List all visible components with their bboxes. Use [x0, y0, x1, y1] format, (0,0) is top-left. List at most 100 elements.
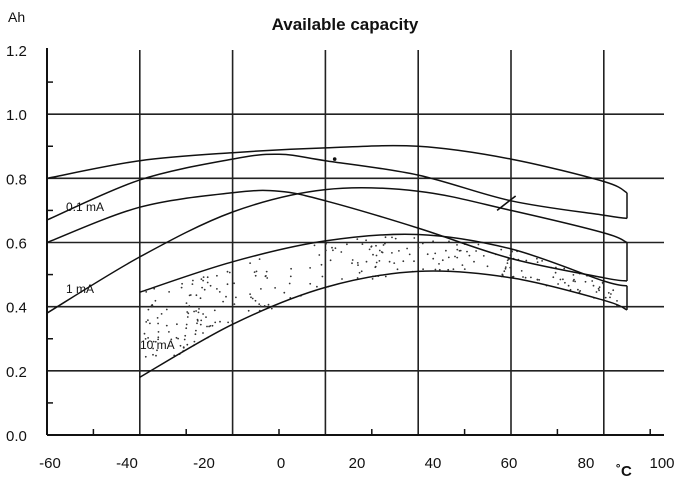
stipple-dot	[511, 250, 513, 253]
stipple-dot	[598, 289, 600, 292]
stipple-dot	[607, 292, 610, 294]
stipple-dot	[486, 265, 489, 268]
x-tick-label: -60	[39, 455, 61, 472]
stipple-dot	[432, 240, 434, 243]
stipple-dot	[477, 243, 480, 246]
stipple-dot	[186, 311, 189, 313]
stipple-dot	[447, 268, 450, 271]
stipple-dot	[283, 291, 286, 294]
stipple-dot	[413, 237, 416, 239]
axes	[46, 48, 664, 436]
stipple-dot	[199, 323, 202, 326]
stipple-dot	[384, 236, 387, 239]
stipple-dot	[209, 325, 212, 327]
stipple-dot	[211, 324, 214, 327]
stipple-dot	[595, 291, 598, 293]
stipple-dot	[186, 316, 189, 318]
stipple-dot	[365, 260, 368, 263]
band-labels: 0.1 mA 1 mA 10 mA	[66, 200, 175, 352]
stipple-dot	[506, 259, 509, 262]
stipple-dot	[503, 270, 506, 273]
stipple-dot	[504, 266, 507, 268]
stipple-dot	[602, 282, 605, 285]
stipple-dot	[482, 255, 485, 257]
stipple-dot	[552, 276, 555, 279]
stipple-dot	[346, 243, 348, 246]
stipple-dot	[381, 251, 384, 254]
curve-10mA-upper	[139, 233, 628, 293]
stipple-dot	[157, 322, 160, 325]
stipple-dot	[468, 254, 471, 257]
stipple-dot	[351, 262, 353, 265]
stipple-dot	[454, 255, 456, 258]
stipple-dot	[144, 338, 147, 340]
stipple-dot	[263, 305, 266, 307]
stipple-dot	[202, 313, 205, 315]
x-tick-label: 60	[501, 455, 518, 472]
stipple-dot	[557, 283, 559, 285]
stipple-dot	[151, 304, 154, 306]
stipple-dot	[475, 250, 477, 252]
stipple-dot	[225, 295, 227, 298]
stipple-dot	[203, 288, 206, 291]
band-label: 1 mA	[66, 282, 94, 296]
stipple-dot	[168, 291, 171, 293]
stipple-dot	[226, 270, 229, 273]
stipple-dot	[459, 249, 462, 252]
stipple-dot	[226, 283, 229, 286]
stipple-dot	[247, 309, 250, 312]
stipple-dot	[501, 273, 504, 276]
stipple-dot	[388, 260, 391, 263]
stipple-dot	[520, 270, 523, 272]
stipple-dot	[145, 321, 148, 323]
stipple-dot	[260, 288, 262, 290]
stipple-dot	[235, 296, 237, 299]
stipple-dot	[384, 275, 387, 278]
stipple-dot	[522, 276, 524, 278]
stipple-dot	[577, 288, 579, 291]
stipple-dot	[147, 308, 150, 311]
stipple-dot	[145, 291, 148, 293]
stipple-dot	[143, 332, 146, 335]
stipple-dot	[249, 293, 252, 295]
stipple-dot	[506, 262, 509, 264]
stipple-dot	[193, 340, 196, 343]
stipple-dot	[525, 259, 528, 262]
stipple-dot	[592, 284, 595, 287]
stipple-dot	[165, 308, 168, 311]
y-tick-label: 0.0	[6, 428, 27, 445]
y-tick-label: 1.2	[6, 43, 27, 60]
stipple-dot	[538, 279, 541, 281]
x-axis-unit: ˚C	[616, 463, 632, 480]
x-tick-label: 80	[578, 455, 595, 472]
stipple-dot	[341, 278, 343, 280]
stipple-dot	[432, 257, 435, 260]
stipple-dot	[609, 296, 611, 299]
curve-1mA-lower	[46, 186, 628, 314]
stipple-dot	[541, 260, 543, 262]
stipple-dot	[157, 336, 160, 339]
stipple-dot	[151, 306, 153, 308]
stipple-dot	[331, 246, 333, 249]
stipple-dot	[149, 322, 151, 325]
stipple-dot	[152, 353, 154, 356]
stipple-dot	[378, 249, 381, 252]
stipple-dot	[438, 268, 441, 271]
stipple-dot	[384, 242, 386, 245]
stipple-dot	[438, 263, 440, 265]
stipple-dot	[175, 336, 178, 339]
stipple-dot	[219, 320, 221, 323]
stipple-dot	[288, 282, 291, 285]
stipple-dot	[160, 313, 163, 315]
stipple-dot	[374, 265, 377, 268]
stipple-dot	[192, 279, 194, 282]
stipple-dot	[184, 334, 187, 337]
stipple-dot	[254, 299, 257, 302]
stipple-dot	[375, 244, 377, 247]
stipple-dot	[186, 343, 189, 346]
stipple-dot	[445, 249, 447, 252]
stipple-dot	[214, 321, 217, 324]
stipple-dot	[183, 338, 186, 341]
stipple-dot	[233, 282, 236, 285]
stipple-dot	[612, 289, 615, 292]
